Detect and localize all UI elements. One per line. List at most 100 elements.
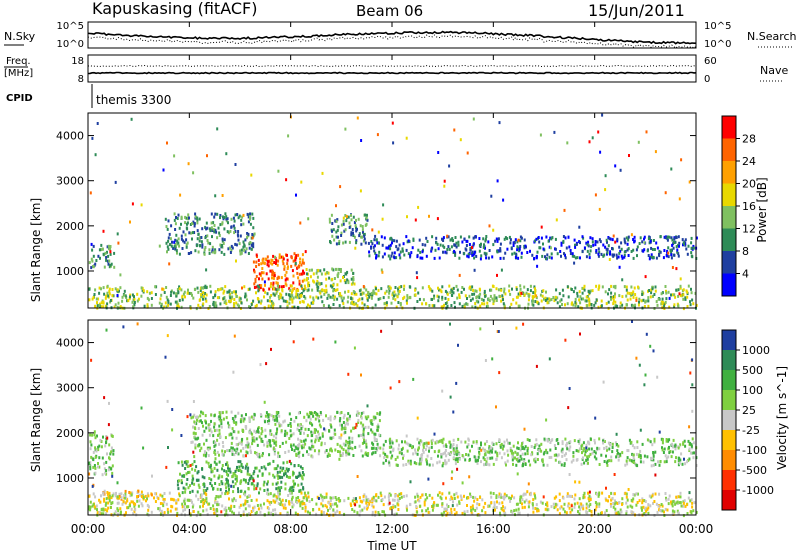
scatter-cell-2 <box>208 477 211 480</box>
scatter-cell-5 <box>566 494 569 498</box>
scatter-cell-6 <box>566 302 569 306</box>
scatter-cell-3 <box>199 449 202 453</box>
scatter-cell-5 <box>154 500 157 503</box>
scatter-cell-5 <box>534 239 537 243</box>
scatter-cell-5 <box>449 511 452 515</box>
scatter-cell-3 <box>260 437 263 441</box>
scatter-cell-5 <box>89 508 92 512</box>
scatter-cell-4 <box>602 439 604 443</box>
scatter-cell-5 <box>509 238 512 242</box>
scatter-cell-3 <box>372 451 375 455</box>
scatter-cell-6 <box>394 298 397 302</box>
scatter-cell-5 <box>419 504 422 508</box>
scatter-cell-5 <box>691 505 694 509</box>
scatter-cell-5 <box>631 505 634 509</box>
scatter-cell-4 <box>634 462 637 466</box>
scatter-cell-2 <box>298 279 301 283</box>
scatter-cell-6 <box>523 285 526 289</box>
scatter-cell-5 <box>569 510 572 514</box>
scatter-cell-2 <box>296 476 298 479</box>
scatter-cell-5 <box>111 501 114 505</box>
scatter-cell-5 <box>375 256 377 260</box>
scatter-cell-3 <box>250 451 252 454</box>
scatter-cell-6 <box>588 303 591 307</box>
scatter-cell-3 <box>270 432 273 436</box>
scatter-cell-2 <box>186 465 189 468</box>
scatter-cell-5 <box>334 511 337 515</box>
scatter-cell-5 <box>158 508 161 512</box>
scatter-cell-1 <box>180 234 183 238</box>
scatter-cell-6 <box>103 292 106 296</box>
scatter-cell-5 <box>294 511 297 515</box>
scatter-cell-4 <box>569 445 572 449</box>
scatter-cell-2 <box>273 271 276 275</box>
scatter-cell-5 <box>521 502 523 506</box>
scatter-cell-5 <box>658 253 660 256</box>
scatter-cell-6 <box>585 299 588 303</box>
scatter-cell-2 <box>253 282 256 286</box>
scatter-cell-4 <box>523 458 526 462</box>
scatter-cell-5 <box>130 500 133 504</box>
scatter-cell-5 <box>553 506 556 510</box>
scatter-cell-5 <box>542 242 544 246</box>
scatter-cell-5 <box>247 504 250 508</box>
scatter-cell-5 <box>470 509 473 512</box>
scatter-cell-0 <box>89 433 92 437</box>
scatter-cell-4 <box>480 460 482 464</box>
scatter-cell-5 <box>659 235 662 239</box>
scatter-cell-6 <box>472 288 475 292</box>
scatter-cell-5 <box>503 492 506 496</box>
noise-cell <box>619 168 622 172</box>
scatter-cell-2 <box>252 477 255 481</box>
scatter-cell-6 <box>257 300 260 304</box>
scatter-cell-4 <box>414 451 417 455</box>
scatter-cell-6 <box>509 292 512 296</box>
scatter-cell-6 <box>214 290 217 294</box>
scatter-cell-5 <box>499 249 502 253</box>
scatter-cell-2 <box>214 482 217 485</box>
scatter-cell-2 <box>191 467 194 471</box>
scatter-cell-4 <box>687 439 690 443</box>
noise-cell <box>140 203 143 207</box>
noise-cell <box>381 217 384 221</box>
scatter-cell-5 <box>172 498 175 502</box>
scatter-cell-2 <box>301 258 304 262</box>
scatter-cell-5 <box>351 508 354 511</box>
scatter-cell-4 <box>335 230 338 234</box>
scatter-cell-3 <box>297 423 300 427</box>
scatter-cell-4 <box>687 458 690 462</box>
scatter-cell-3 <box>258 435 261 439</box>
scatter-cell-2 <box>302 261 305 265</box>
scatter-cell-2 <box>260 271 263 275</box>
scatter-cell-6 <box>94 304 97 308</box>
scatter-cell-0 <box>110 446 113 450</box>
scatter-cell-4 <box>343 229 346 233</box>
scatter-cell-2 <box>297 483 300 487</box>
scatter-cell-4 <box>457 437 460 441</box>
scatter-cell-3 <box>245 450 248 454</box>
scatter-cell-3 <box>276 416 278 420</box>
scatter-cell-5 <box>564 236 567 240</box>
scatter-cell-2 <box>216 468 219 472</box>
scatter-cell-2 <box>253 487 256 491</box>
scatter-cell-5 <box>649 239 652 243</box>
scatter-cell-6 <box>686 305 689 308</box>
scatter-cell-5 <box>577 510 579 514</box>
scatter-cell-6 <box>346 300 349 304</box>
scatter-cell-0 <box>112 452 115 456</box>
scatter-cell-0 <box>105 255 108 259</box>
scatter-cell-1 <box>183 240 186 244</box>
scatter-cell-5 <box>124 501 127 505</box>
scatter-cell-1 <box>129 494 132 498</box>
scatter-cell-1 <box>224 212 227 216</box>
scatter-cell-5 <box>205 508 208 512</box>
scatter-cell-2 <box>185 462 188 466</box>
scatter-cell-4 <box>342 241 345 245</box>
scatter-cell-5 <box>619 249 622 253</box>
scatter-cell-5 <box>279 512 282 516</box>
scatter-cell-3 <box>218 424 221 428</box>
scatter-cell-4 <box>674 460 677 464</box>
scatter-cell-5 <box>642 512 645 516</box>
scatter-cell-2 <box>202 488 205 492</box>
noise-cell <box>598 207 601 211</box>
